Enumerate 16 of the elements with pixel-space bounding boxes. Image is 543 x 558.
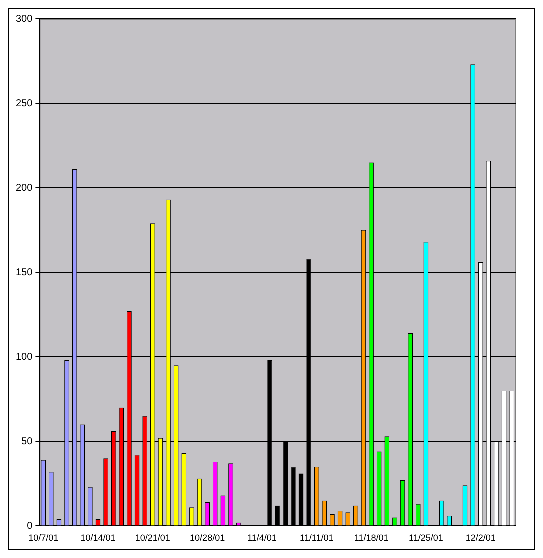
x-tick-label: 11/18/01	[354, 533, 389, 544]
y-tick-label: 250	[16, 98, 34, 110]
y-tick-label: 200	[16, 182, 34, 194]
y-tick-label: 50	[22, 436, 34, 448]
x-tick-label: 12/2/01	[466, 533, 496, 544]
x-tick-label: 11/25/01	[409, 533, 444, 544]
y-tick-label: 100	[16, 352, 34, 363]
x-tick-label: 10/21/01	[135, 533, 170, 544]
x-tick-label: 10/7/01	[28, 533, 59, 544]
y-tick-label: 150	[16, 267, 34, 278]
y-tick-label: 300	[16, 14, 34, 25]
x-tick-label: 10/14/01	[80, 533, 116, 544]
x-tick-label: 10/28/01	[190, 533, 226, 544]
x-tick-label: 11/11/01	[300, 533, 334, 544]
y-tick-label: 0	[27, 520, 34, 532]
x-tick-label: 11/4/01	[248, 533, 277, 544]
